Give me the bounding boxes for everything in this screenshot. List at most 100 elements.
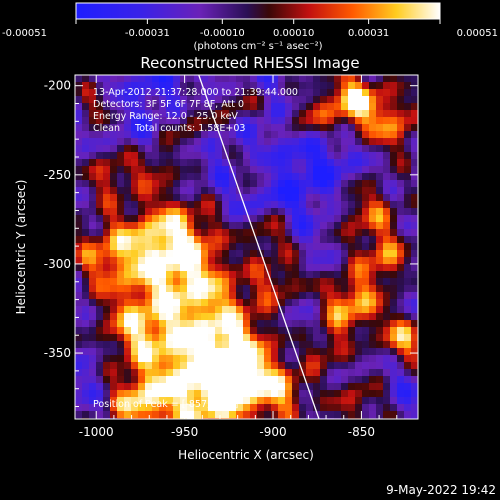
heatmap-cell [201,208,209,216]
heatmap-cell [404,222,412,230]
heatmap-cell [327,334,335,342]
heatmap-cell [397,404,405,412]
heatmap-cell [243,75,251,83]
heatmap-cell [124,278,132,286]
heatmap-cell [166,327,174,335]
heatmap-cell [341,334,349,342]
heatmap-cell [341,75,349,83]
heatmap-cell [369,166,377,174]
heatmap-cell [166,166,174,174]
heatmap-cell [201,390,209,398]
heatmap-cell [236,222,244,230]
heatmap-cell [166,103,174,111]
heatmap-cell [250,166,258,174]
heatmap-cell [138,201,146,209]
heatmap-cell [292,131,300,139]
heatmap-cell [334,89,342,97]
heatmap-cell [110,89,118,97]
heatmap-cell [110,397,118,405]
heatmap-cell [348,222,356,230]
heatmap-cell [110,341,118,349]
heatmap-cell [355,215,363,223]
heatmap-cell [376,145,384,153]
heatmap-cell [117,376,125,384]
heatmap-cell [327,404,335,412]
heatmap-cell [383,320,391,328]
heatmap-cell [383,117,391,125]
heatmap-cell [320,222,328,230]
heatmap-cell [152,390,160,398]
heatmap-cell [131,292,139,300]
heatmap-cell [257,264,265,272]
heatmap-cell [271,173,279,181]
heatmap-cell [180,82,188,90]
heatmap-cell [376,180,384,188]
heatmap-cell [229,271,237,279]
heatmap-cell [96,313,104,321]
heatmap-cell [320,285,328,293]
heatmap-cell [82,250,90,258]
heatmap-cell [390,96,398,104]
heatmap-cell [152,208,160,216]
heatmap-cell [180,327,188,335]
heatmap-cell [278,96,286,104]
heatmap-cell [383,166,391,174]
heatmap-cell [383,243,391,251]
heatmap-cell [327,320,335,328]
heatmap-cell [110,334,118,342]
heatmap-cell [110,222,118,230]
heatmap-cell [390,117,398,125]
heatmap-cell [159,89,167,97]
heatmap-cell [194,75,202,83]
heatmap-cell [103,145,111,153]
heatmap-cell [306,208,314,216]
heatmap-cell [138,299,146,307]
heatmap-cell [306,152,314,160]
heatmap-cell [124,75,132,83]
heatmap-cell [334,180,342,188]
heatmap-cell [117,306,125,314]
heatmap-cell [376,75,384,83]
heatmap-cell [264,222,272,230]
heatmap-cell [397,194,405,202]
heatmap-cell [299,327,307,335]
heatmap-cell [82,348,90,356]
heatmap-cell [320,411,328,419]
heatmap-cell [138,327,146,335]
heatmap-cell [390,327,398,335]
heatmap-cell [131,138,139,146]
heatmap-cell [131,208,139,216]
heatmap-cell [376,362,384,370]
heatmap-cell [145,124,153,132]
heatmap-cell [117,180,125,188]
heatmap-cell [96,159,104,167]
heatmap-cell [229,369,237,377]
heatmap-cell [194,215,202,223]
heatmap-cell [131,166,139,174]
heatmap-cell [222,341,230,349]
heatmap-cell [110,236,118,244]
heatmap-cell [180,131,188,139]
heatmap-cell [306,82,314,90]
heatmap-cell [355,348,363,356]
heatmap-cell [264,320,272,328]
heatmap-cell [376,404,384,412]
heatmap-cell [145,278,153,286]
heatmap-cell [124,383,132,391]
heatmap-cell [103,285,111,293]
heatmap-cell [320,180,328,188]
heatmap-cell [124,320,132,328]
heatmap-cell [257,110,265,118]
heatmap-cell [103,306,111,314]
heatmap-cell [341,117,349,125]
heatmap-cell [313,334,321,342]
heatmap-cell [201,194,209,202]
heatmap-cell [75,222,83,230]
heatmap-cell [404,180,412,188]
heatmap-cell [159,159,167,167]
heatmap-cell [271,117,279,125]
heatmap-cell [271,187,279,195]
heatmap-cell [138,411,146,419]
heatmap-cell [236,313,244,321]
